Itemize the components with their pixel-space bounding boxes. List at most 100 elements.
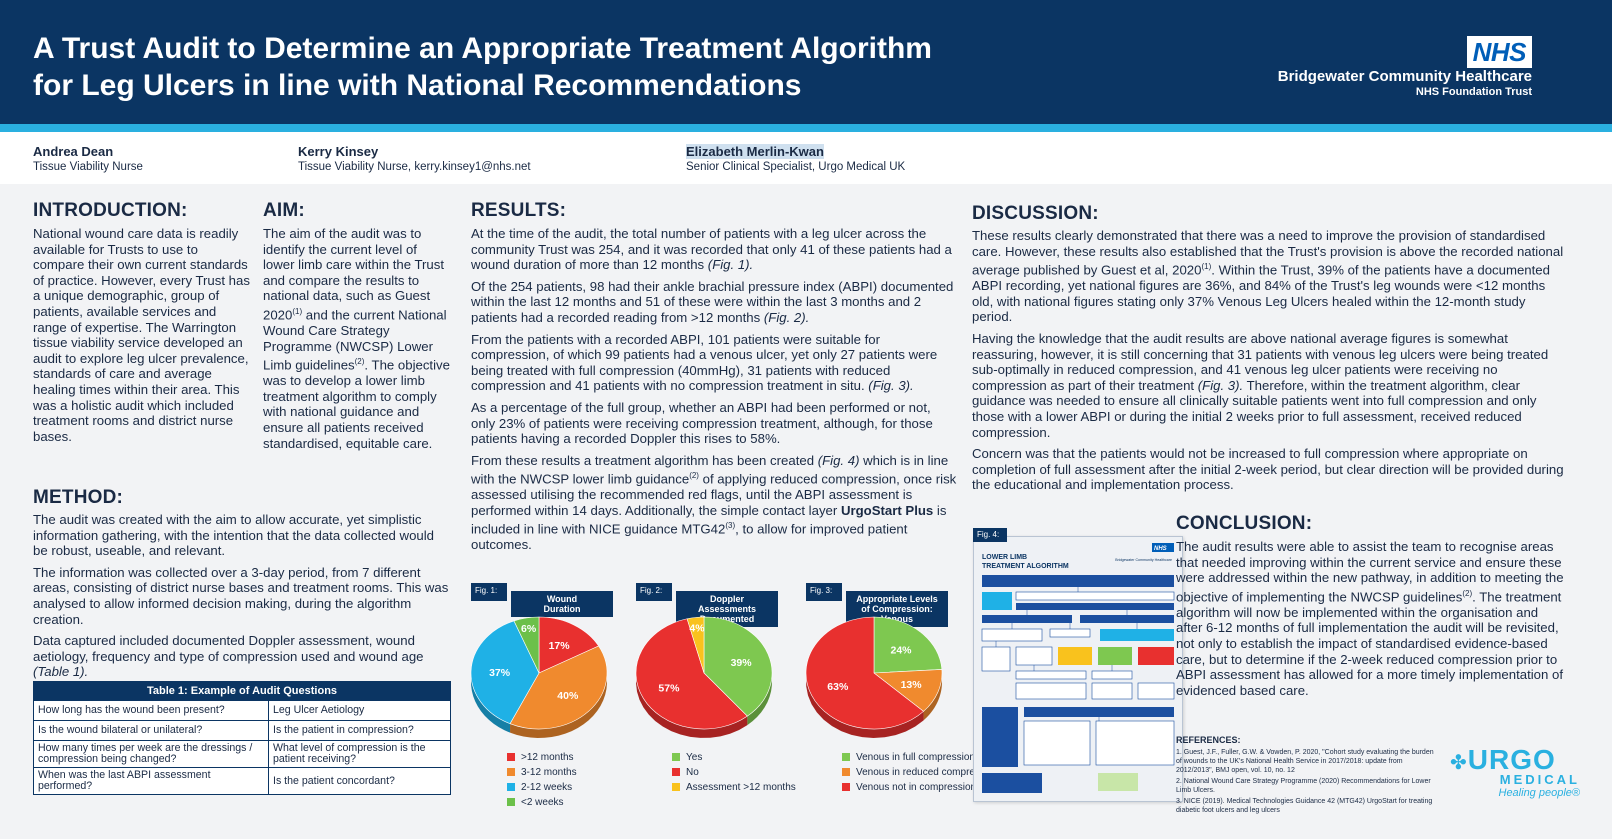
legend-swatch: [842, 783, 850, 791]
flow-box: [1091, 682, 1133, 700]
table-cell: Is the wound bilateral or unilateral?: [33, 720, 269, 741]
legend-item: No: [672, 765, 842, 780]
flow-box: [982, 615, 1072, 623]
legend-label: >12 months: [521, 752, 574, 763]
legend-item: 2-12 weeks: [507, 780, 677, 795]
legend-swatch: [507, 753, 515, 761]
legend-swatch: [672, 783, 680, 791]
title-line-2: for Leg Ulcers in line with National Rec…: [33, 69, 802, 102]
results-paragraph-2: Of the 254 patients, 98 had their ankle …: [471, 278, 954, 325]
flow-box: [1100, 629, 1174, 641]
flow-box: [1015, 670, 1087, 680]
title-line-1: A Trust Audit to Determine an Appropriat…: [33, 32, 932, 65]
introduction-heading: INTRODUCTION:: [33, 200, 188, 221]
author-1: Andrea Dean Tissue Viability Nurse: [33, 144, 143, 173]
discussion-paragraph-3: Concern was that the patients would not …: [972, 446, 1564, 493]
author-name: Elizabeth Merlin-Kwan: [686, 144, 824, 159]
figure-title: Wound Duration: [511, 591, 613, 617]
legend-item: 3-12 months: [507, 765, 677, 780]
algorithm-brand: Bridgewater Community Healthcare: [1115, 558, 1172, 562]
urgo-figure-icon: ✤: [1450, 752, 1468, 774]
legend-label: Assessment >12 months: [686, 782, 796, 793]
legend-label: Venous in reduced compression: [856, 767, 999, 778]
table-cell: When was the last ABPI assessment perfor…: [33, 767, 269, 795]
table-cell: Leg Ulcer Aetiology: [268, 700, 451, 721]
pie-slice: [686, 616, 705, 674]
pie-figure-2: Fig. 2: Doppler Assessments Documented 39% 5…: [635, 583, 796, 798]
urgo-wordmark: ✤URGO: [1450, 744, 1556, 775]
legend-item: >12 months: [507, 750, 677, 765]
chart-legend: Yes No Assessment >12 months: [672, 750, 842, 795]
author-name: Kerry Kinsey: [298, 144, 379, 159]
discussion-heading: DISCUSSION:: [972, 203, 1099, 224]
results-paragraph-4: As a percentage of the full group, wheth…: [471, 399, 933, 447]
algorithm-title-2: TREATMENT ALGORITHM: [982, 563, 1069, 570]
legend-item: Venous in reduced compression: [842, 765, 1012, 780]
flow-box: [1095, 720, 1175, 766]
pie-slice: [873, 669, 943, 712]
pie-data-label: 37%: [489, 667, 511, 679]
pie-slice: [703, 616, 773, 717]
reference-item: 3. NICE (2019). Medical Technologies Gui…: [1176, 798, 1433, 814]
method-heading: METHOD:: [33, 487, 124, 508]
flow-box: [982, 592, 1012, 610]
table-row: How many times per week are the dressing…: [33, 740, 451, 768]
pie-data-label: 24%: [890, 644, 912, 656]
method-paragraph-2: The information was collected over a 3-d…: [33, 564, 449, 627]
flow-box: [1049, 628, 1091, 638]
poster-title: A Trust Audit to Determine an Appropriat…: [33, 30, 1133, 104]
discussion-paragraph-2: Having the knowledge that the audit resu…: [972, 330, 1549, 440]
pie-data-label: 57%: [658, 683, 680, 695]
legend-label: 3-12 months: [521, 767, 577, 778]
table-cell: Is the patient in compression?: [268, 720, 451, 741]
pie-slice: [805, 616, 925, 730]
aim-text: The aim of the audit was to identify the…: [263, 226, 450, 451]
flow-box: [1091, 670, 1133, 680]
table-cell: How long has the wound been present?: [33, 700, 269, 721]
table-row: When was the last ABPI assessment perfor…: [33, 767, 451, 795]
author-role: Tissue Viability Nurse, kerry.kinsey1@nh…: [298, 161, 531, 173]
method-paragraph-1: The audit was created with the aim to al…: [33, 512, 435, 559]
conclusion-heading: CONCLUSION:: [1176, 513, 1313, 534]
pie-data-label: 13%: [901, 679, 923, 691]
pie-data-label: 17%: [549, 640, 571, 652]
legend-label: <2 weeks: [521, 797, 564, 808]
discussion-paragraph-1: These results clearly demonstrated that …: [972, 228, 1564, 325]
author-role: Senior Clinical Specialist, Urgo Medical…: [686, 161, 906, 173]
pie-data-label: 40%: [557, 690, 579, 702]
results-paragraph-1: At the time of the audit, the total numb…: [471, 226, 952, 273]
legend-item: <2 weeks: [507, 795, 677, 810]
flow-box: [1137, 682, 1175, 700]
table-row: How long has the wound been present? Leg…: [33, 700, 451, 721]
pie-data-label: 39%: [731, 657, 753, 669]
pie-data-label: 63%: [827, 681, 849, 693]
legend-label: No: [686, 767, 699, 778]
references-heading: REFERENCES:: [1176, 735, 1241, 745]
flow-box: [1015, 646, 1053, 666]
pie-figure-3: Fig. 3: Appropriate Levels of Compression:…: [805, 583, 998, 798]
pie-slice: [470, 620, 540, 725]
figure-tag: Fig. 3:: [806, 583, 842, 601]
legend-swatch: [842, 768, 850, 776]
flow-box: [981, 646, 1011, 672]
pie-slice-side: [636, 618, 748, 738]
pie-slice: [873, 616, 943, 674]
legend-item: Venous in full compression: [842, 750, 1012, 765]
urgo-medical: MEDICAL: [1499, 772, 1580, 787]
nhs-logo: NHS: [1466, 36, 1532, 68]
table-row: Is the wound bilateral or unilateral? Is…: [33, 720, 451, 741]
discussion-text: These results clearly demonstrated that …: [972, 228, 1567, 493]
introduction-text: National wound care data is readily avai…: [33, 226, 250, 444]
algorithm-nhs-text: NHS: [1154, 546, 1167, 552]
pie-slice: [635, 618, 748, 730]
reference-item: 2. National Wound Care Strategy Programm…: [1176, 778, 1431, 794]
flow-box: [982, 575, 1174, 587]
results-paragraph-3: From the patients with a recorded ABPI, …: [471, 331, 938, 394]
legend-swatch: [842, 753, 850, 761]
results-paragraph-5: From these results a treatment algorithm…: [471, 452, 957, 553]
pie-chart: 39% 57% 4%: [635, 616, 773, 738]
table-cell: How many times per week are the dressing…: [33, 740, 269, 768]
references: REFERENCES: 1. Guest, J.F., Fuller, G.W.…: [1176, 736, 1436, 815]
pie-slice: [538, 616, 600, 674]
algorithm-flowchart: LOWER LIMB TREATMENT ALGORITHM NHS Bridg…: [981, 543, 1175, 793]
